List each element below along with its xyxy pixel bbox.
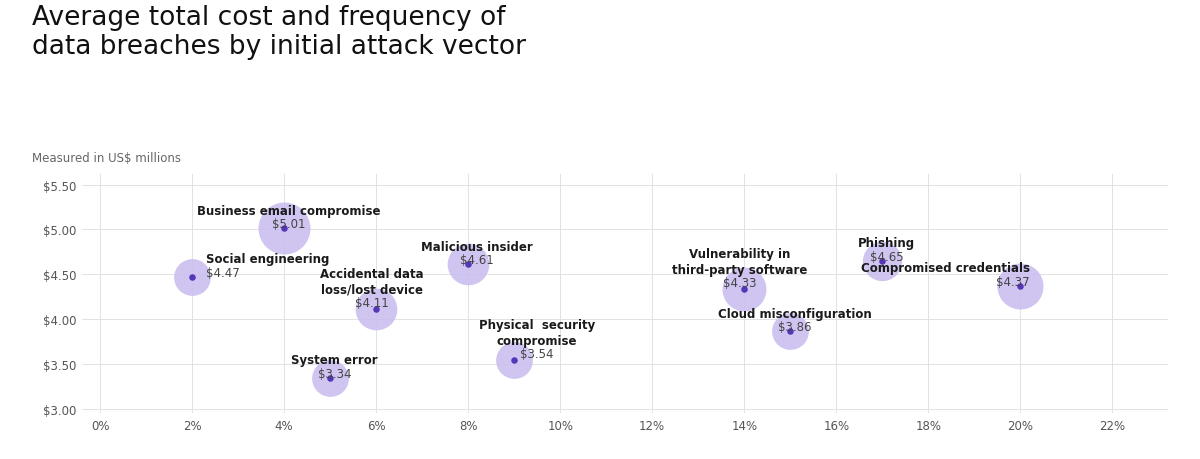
Text: System error: System error [292,353,378,367]
Text: Measured in US$ millions: Measured in US$ millions [32,151,181,164]
Text: Malicious insider: Malicious insider [421,240,533,253]
Text: Business email compromise: Business email compromise [197,204,380,217]
Text: $4.47: $4.47 [206,266,240,279]
Text: Phishing: Phishing [858,236,916,250]
Point [182,274,202,281]
Text: $3.54: $3.54 [521,347,554,360]
Point [320,375,340,382]
Text: Cloud misconfiguration: Cloud misconfiguration [718,307,871,320]
Point [1010,282,1030,290]
Point [504,357,523,364]
Text: Accidental data
loss/lost device: Accidental data loss/lost device [319,268,424,296]
Text: $4.65: $4.65 [870,250,904,263]
Point [275,225,294,233]
Point [366,306,385,313]
Text: Compromised credentials: Compromised credentials [860,262,1030,274]
Text: Average total cost and frequency of
data breaches by initial attack vector: Average total cost and frequency of data… [32,5,527,60]
Point [504,357,523,364]
Point [1010,282,1030,290]
Text: $5.01: $5.01 [272,218,306,231]
Point [781,328,800,336]
Point [872,257,892,265]
Text: Vulnerability in
third-party software: Vulnerability in third-party software [672,248,808,276]
Point [734,286,754,293]
Text: $3.34: $3.34 [318,367,352,380]
Point [458,261,478,269]
Text: $4.61: $4.61 [461,253,494,267]
Text: $3.86: $3.86 [778,320,811,334]
Text: $4.11: $4.11 [355,297,389,309]
Text: Physical  security
compromise: Physical security compromise [479,319,595,347]
Text: $4.37: $4.37 [996,275,1030,288]
Point [182,274,202,281]
Point [320,375,340,382]
Point [366,306,385,313]
Point [781,328,800,336]
Point [458,261,478,269]
Point [275,225,294,233]
Text: Social engineering: Social engineering [206,252,329,266]
Text: $4.33: $4.33 [722,277,756,290]
Point [872,257,892,265]
Point [734,286,754,293]
